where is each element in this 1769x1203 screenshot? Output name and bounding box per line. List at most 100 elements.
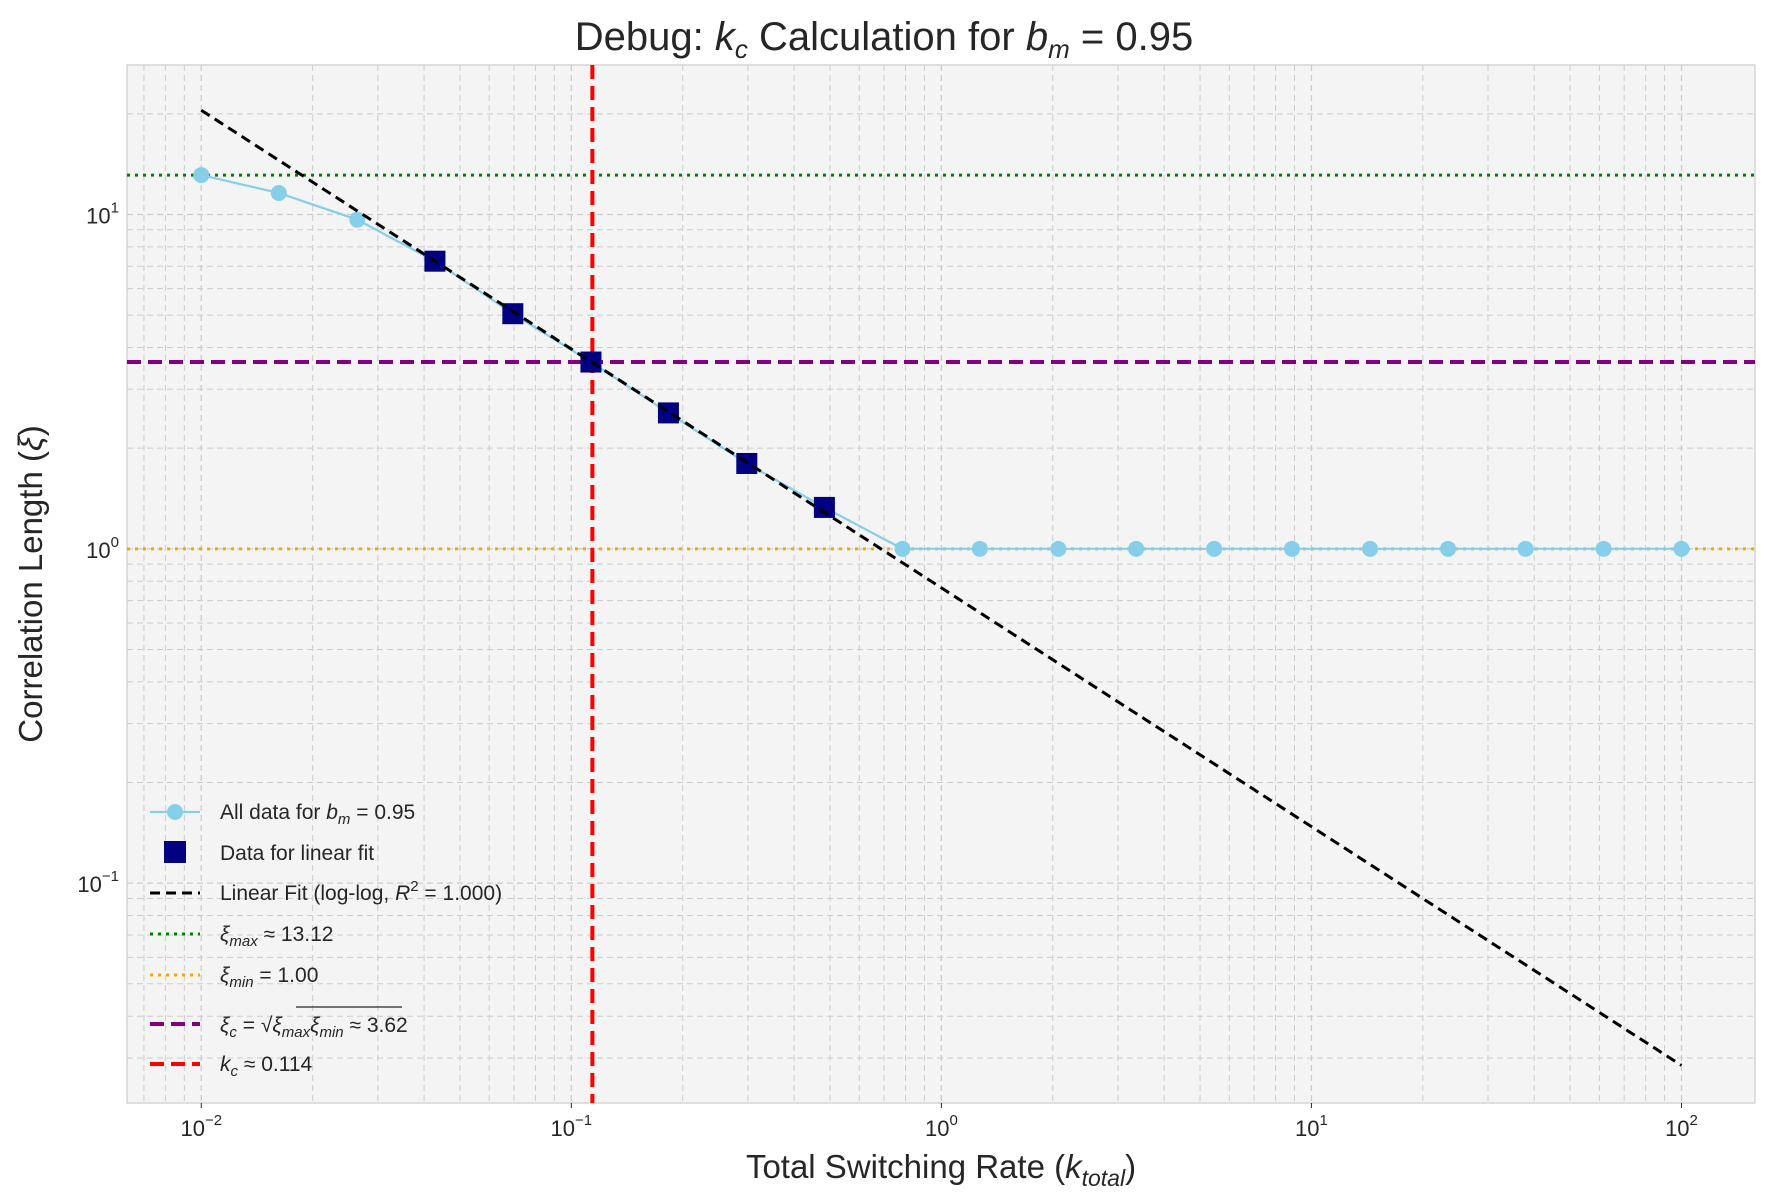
series-all-data-point <box>1673 540 1690 557</box>
legend-k-c-sym: k <box>220 1053 232 1076</box>
y-tick-label: 101 <box>86 199 119 228</box>
legend-item-fit-line: Linear Fit (log-log, R2 = 1.000) <box>150 878 502 905</box>
series-all-data-point <box>894 540 911 557</box>
series-all-data-point <box>1206 540 1223 557</box>
legend-xi-c-root-sym1: ξ <box>272 1014 283 1037</box>
series-fit-data-point <box>502 303 524 325</box>
series-all-data-point <box>1595 540 1612 557</box>
legend-all-data-post: = 0.95 <box>350 801 415 824</box>
legend-xi-max-post: ≈ 13.12 <box>258 923 334 946</box>
grid <box>127 65 1755 1103</box>
y-tick-label-base: 10 <box>77 872 101 897</box>
series-linear-fit-line <box>200 109 1683 1067</box>
series-all-data-point <box>1440 540 1457 557</box>
series-all-data-point <box>1050 540 1067 557</box>
x-tick-label: 102 <box>1665 1112 1698 1141</box>
y-tick-label: 10−1 <box>77 868 119 897</box>
x-tick-label-base: 10 <box>180 1116 204 1141</box>
legend-fit-data-text: Data for linear fit <box>220 842 374 865</box>
reference-lines <box>127 65 1755 1103</box>
x-axis-label-text: Total Switching Rate ( <box>746 1148 1065 1185</box>
legend-item-all-data: All data for bm = 0.95 <box>150 801 415 828</box>
legend-k-c-label: kc ≈ 0.114 <box>220 1053 313 1080</box>
legend-fit-line-sym: R <box>395 882 410 905</box>
legend-xi-max-sub: max <box>229 933 258 950</box>
series <box>193 109 1690 1067</box>
title-prefix: Debug: <box>575 15 715 59</box>
title-b-sub: m <box>1048 34 1070 64</box>
y-tick-label-exponent: 1 <box>111 199 119 216</box>
legend-fit-line-label: Linear Fit (log-log, R2 = 1.000) <box>220 878 502 905</box>
legend-all-data-marker <box>167 804 183 820</box>
y-tick-label-base: 10 <box>86 203 110 228</box>
legend: All data for bm = 0.95 Data for linear f… <box>150 801 502 1080</box>
x-tick-label-exponent: 2 <box>1690 1112 1698 1129</box>
series-all-data-point <box>1517 540 1534 557</box>
x-tick-label: 100 <box>925 1112 958 1141</box>
title-k-sub: c <box>735 34 748 64</box>
legend-item-k-c: kc ≈ 0.114 <box>150 1053 313 1080</box>
legend-xi-c-post: ≈ 3.62 <box>344 1014 408 1037</box>
y-tick-label: 100 <box>86 534 119 563</box>
legend-xi-c-sym: ξ <box>220 1014 231 1037</box>
x-tick-label: 10−2 <box>180 1112 222 1141</box>
x-tick-label: 101 <box>1295 1112 1328 1141</box>
series-all-data-point <box>270 184 287 201</box>
x-axis-label-close: ) <box>1125 1148 1136 1185</box>
legend-xi-c-sub: c <box>229 1024 237 1041</box>
legend-item-fit-data: Data for linear fit <box>164 841 374 865</box>
legend-all-data-sub: m <box>338 811 351 828</box>
x-axis-label-sub: total <box>1082 1165 1126 1191</box>
legend-fit-line-sup: 2 <box>410 878 418 895</box>
x-tick-label: 10−1 <box>551 1112 593 1141</box>
x-tick-label-exponent: −1 <box>575 1112 592 1129</box>
legend-fit-data-marker <box>164 841 186 863</box>
legend-all-data-label: All data for bm = 0.95 <box>220 801 415 828</box>
legend-fit-data-label: Data for linear fit <box>220 842 374 865</box>
legend-xi-c-root-sub1: max <box>282 1024 311 1041</box>
legend-xi-c-root-sub2: min <box>319 1024 343 1041</box>
y-tick-label-exponent: −1 <box>102 868 119 885</box>
legend-fit-line-post: = 1.000) <box>419 882 502 905</box>
legend-xi-max-label: ξmax ≈ 13.12 <box>220 923 333 950</box>
x-tick-label-base: 10 <box>1665 1116 1689 1141</box>
series-all-data-point <box>193 167 210 184</box>
legend-xi-max-sym: ξ <box>220 923 231 946</box>
series-all-data-point <box>349 211 366 228</box>
legend-xi-c-root-sym2: ξ <box>310 1014 321 1037</box>
series-all-data-point <box>1128 540 1145 557</box>
legend-xi-min-label: ξmin = 1.00 <box>220 964 318 991</box>
series-all-data-point <box>971 540 988 557</box>
x-tick-label-base: 10 <box>551 1116 575 1141</box>
y-tick-label-base: 10 <box>86 538 110 563</box>
legend-xi-c-radical: √ <box>261 1014 273 1037</box>
x-tick-label-exponent: −2 <box>205 1112 222 1129</box>
x-axis-label: Total Switching Rate (ktotal) <box>746 1148 1136 1191</box>
chart-title: Debug: kc Calculation for bm = 0.95 <box>575 15 1193 64</box>
legend-xi-min-post: = 1.00 <box>254 964 319 987</box>
x-tick-label-exponent: 0 <box>949 1112 957 1129</box>
legend-all-data-sym: b <box>326 801 338 824</box>
legend-xi-min-sub: min <box>229 974 253 991</box>
x-tick-label-base: 10 <box>1295 1116 1319 1141</box>
y-tick-label-exponent: 0 <box>111 534 119 551</box>
y-axis-label: Correlation Length (ξ) <box>12 425 49 742</box>
y-axis-label-sym: ξ <box>12 435 49 451</box>
legend-all-data-pre: All data for <box>220 801 326 824</box>
series-all-data-point <box>1362 540 1379 557</box>
x-tick-label-exponent: 1 <box>1319 1112 1327 1129</box>
title-b: b <box>1026 15 1048 59</box>
y-axis-label-close: ) <box>12 425 49 436</box>
title-k: k <box>715 15 737 59</box>
legend-k-c-post: ≈ 0.114 <box>238 1053 313 1076</box>
series-fit-data-point <box>813 496 835 518</box>
legend-item-xi-min: ξmin = 1.00 <box>150 964 318 991</box>
legend-item-xi-c: ξc = √ξmaxξmin ≈ 3.62 <box>150 1006 408 1041</box>
title-suffix: = 0.95 <box>1070 15 1193 59</box>
x-axis-label-sym: k <box>1065 1148 1083 1185</box>
legend-item-xi-max: ξmax ≈ 13.12 <box>150 923 333 950</box>
y-axis-label-text: Correlation Length ( <box>12 451 49 743</box>
legend-fit-line-pre: Linear Fit (log-log, <box>220 882 395 905</box>
